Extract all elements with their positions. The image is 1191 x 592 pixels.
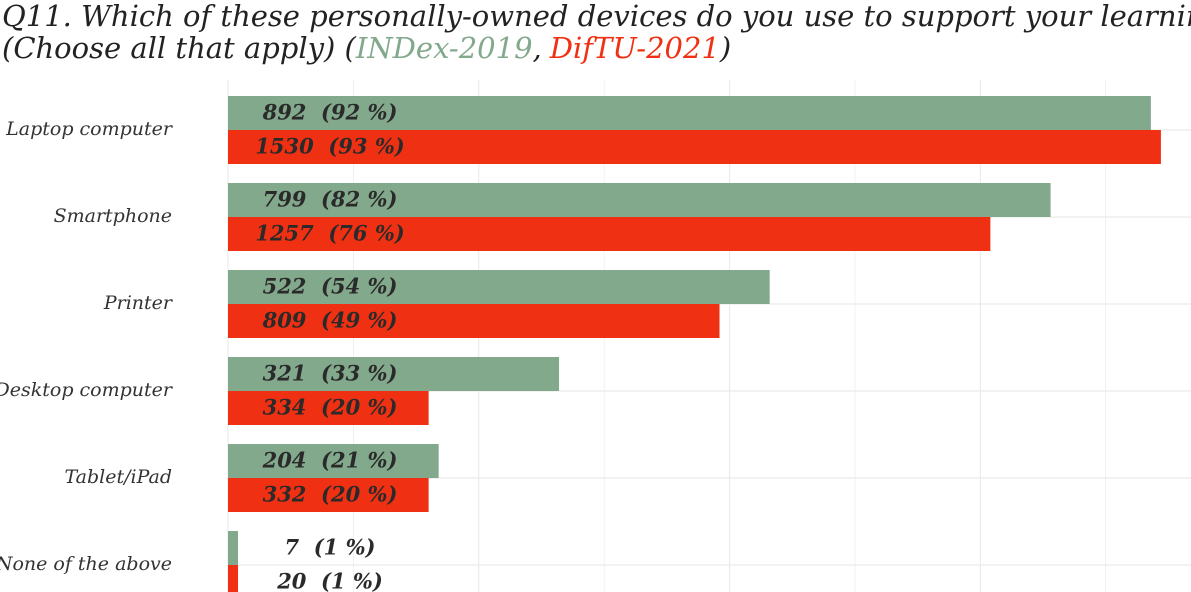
y-tick-label: Printer <box>103 292 174 314</box>
legend-entry: INDex-2019 <box>355 31 533 65</box>
value-label: 321 (33 %) <box>263 361 398 386</box>
bar <box>228 444 439 478</box>
chart-title: (Choose all that apply) (INDex-2019, DifT… <box>2 31 731 65</box>
chart-title: Q11. Which of these personally-owned dev… <box>2 0 1191 33</box>
y-tick-label: None of the above <box>0 553 172 575</box>
value-label: 1530 (93 %) <box>255 134 404 159</box>
bar <box>228 130 1161 164</box>
value-label: 1257 (76 %) <box>255 221 404 246</box>
value-label: 334 (20 %) <box>263 395 398 420</box>
bar <box>228 531 239 565</box>
y-tick-label: Desktop computer <box>0 379 174 401</box>
value-label: 892 (92 %) <box>262 100 398 125</box>
value-label: 7 (1 %) <box>285 535 376 560</box>
title-line: (Choose all that apply) ( <box>2 31 357 65</box>
value-label: 522 (54 %) <box>263 274 398 299</box>
bar <box>228 270 770 304</box>
bar <box>228 183 1051 217</box>
bar <box>228 391 429 425</box>
legend-separator: , <box>533 31 542 65</box>
value-label: 204 (21 %) <box>262 448 398 473</box>
bar <box>228 357 560 391</box>
y-tick-label: Smartphone <box>54 205 172 227</box>
bar <box>228 217 991 251</box>
value-label: 809 (49 %) <box>262 308 398 333</box>
bar <box>228 478 429 512</box>
value-label: 20 (1 %) <box>276 569 383 592</box>
value-label: 332 (20 %) <box>263 482 398 507</box>
y-tick-label: Tablet/iPad <box>64 466 172 488</box>
legend-entry: DifTU-2021 <box>549 31 720 65</box>
y-tick-label: Laptop computer <box>5 118 174 140</box>
bar <box>228 96 1151 130</box>
bar <box>228 565 239 592</box>
value-label: 799 (82 %) <box>263 187 398 212</box>
legend-close: ) <box>719 31 731 65</box>
bar <box>228 304 720 338</box>
